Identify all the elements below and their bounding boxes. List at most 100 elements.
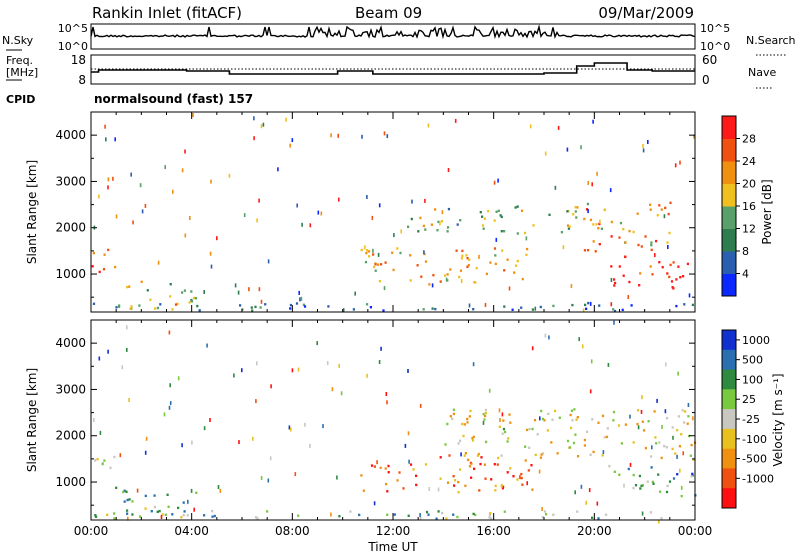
x-tick-label: 20:00 [577,524,612,538]
scatter-cell [415,483,418,487]
scatter-cell [384,261,387,264]
scatter-cell [672,435,674,440]
scatter-cell [502,485,505,489]
scatter-cell [660,456,663,460]
scatter-cell [409,279,412,282]
scatter-cell [233,373,235,378]
scatter-cell [551,418,554,421]
scatter-cell [107,349,109,354]
scatter-cell [675,278,678,281]
x-tick-label: 08:00 [275,524,310,538]
scatter-cell [613,284,616,287]
scatter-cell [622,274,625,277]
scatter-cell [128,498,131,501]
scatter-cell [674,452,677,455]
scatter-cell [393,513,396,516]
scatter-cell [651,273,654,276]
scatter-cell [596,171,598,176]
scatter-cell [677,371,679,376]
scatter-cell [592,240,595,243]
colorbar-tick-label: 28 [742,133,756,146]
scatter-cell [560,231,563,234]
scatter-cell [177,376,180,381]
scatter-cell [624,241,627,244]
scatter-cell [463,423,466,426]
scatter-cell [566,224,570,227]
scatter-cell [317,210,320,215]
scatter-cell [431,283,434,288]
colorbar-tick-label: -500 [742,453,767,466]
scatter-cell [656,398,658,403]
scatter-cell [439,456,442,459]
scatter-cell [159,303,162,306]
scatter-cell [115,306,118,309]
scatter-cell [336,475,338,480]
scatter-cell [460,452,462,457]
velocity-colorbar-label: Velocity [m s⁻¹] [771,373,785,466]
scatter-cell [613,470,616,473]
scatter-cell [360,474,363,477]
scatter-cell [583,217,586,221]
scatter-cell [509,421,512,424]
scatter-cell [385,392,388,396]
scatter-cell [672,287,675,290]
scatter-cell [168,330,171,335]
scatter-cell [138,304,141,307]
scatter-cell [301,222,303,227]
scatter-cell [407,225,410,228]
scatter-cell [531,346,534,351]
scatter-cell [190,300,194,303]
scatter-cell [594,250,597,253]
scatter-cell [589,453,592,456]
scatter-cell [459,219,462,222]
scatter-cell [474,281,477,284]
scatter-cell [591,516,594,519]
scatter-cell [639,487,642,490]
scatter-cell [454,479,457,482]
colorbar-tick-label: -100 [742,433,767,446]
scatter-cell [503,305,506,308]
scatter-cell [632,230,635,234]
scatter-cell [589,389,592,394]
scatter-cell [203,290,205,294]
scatter-cell [445,277,448,282]
scatter-cell [670,280,674,283]
scatter-cell [164,165,166,170]
scatter-cell [488,513,492,517]
scatter-cell [623,483,625,488]
scatter-cell [190,298,193,302]
scatter-cell [446,226,450,229]
scatter-cell [499,214,502,217]
scatter-cell [299,297,301,302]
scatter-cell [419,516,422,521]
scatter-cell [102,268,106,271]
scatter-cell [489,511,492,515]
scatter-cell [376,460,378,465]
scatter-cell [511,308,514,311]
scatter-cell [126,509,129,512]
scatter-cell [482,413,485,416]
freq-tick-top: 18 [71,53,86,67]
scatter-cell [238,440,240,445]
scatter-cell [160,515,163,519]
scatter-cell [493,247,497,250]
beam-label: Beam 09 [355,4,422,22]
scatter-cell [424,463,428,466]
scatter-cell [190,488,193,493]
scatter-cell [494,484,497,488]
scatter-cell [495,237,498,242]
scatter-cell [513,271,516,274]
scatter-cell [589,301,592,306]
freq-panel: Freq. [MHz] 18 8 60 0 Nave [6,53,776,89]
scatter-cell [514,206,517,209]
colorbar-swatch [722,273,736,297]
scatter-cell [251,309,254,312]
scatter-cell [617,424,621,427]
scatter-cell [526,247,529,251]
scatter-cell [211,509,214,513]
scatter-cell [360,248,363,252]
scatter-cell [187,499,189,504]
scatter-cell [228,173,231,178]
scatter-cell [577,455,580,458]
